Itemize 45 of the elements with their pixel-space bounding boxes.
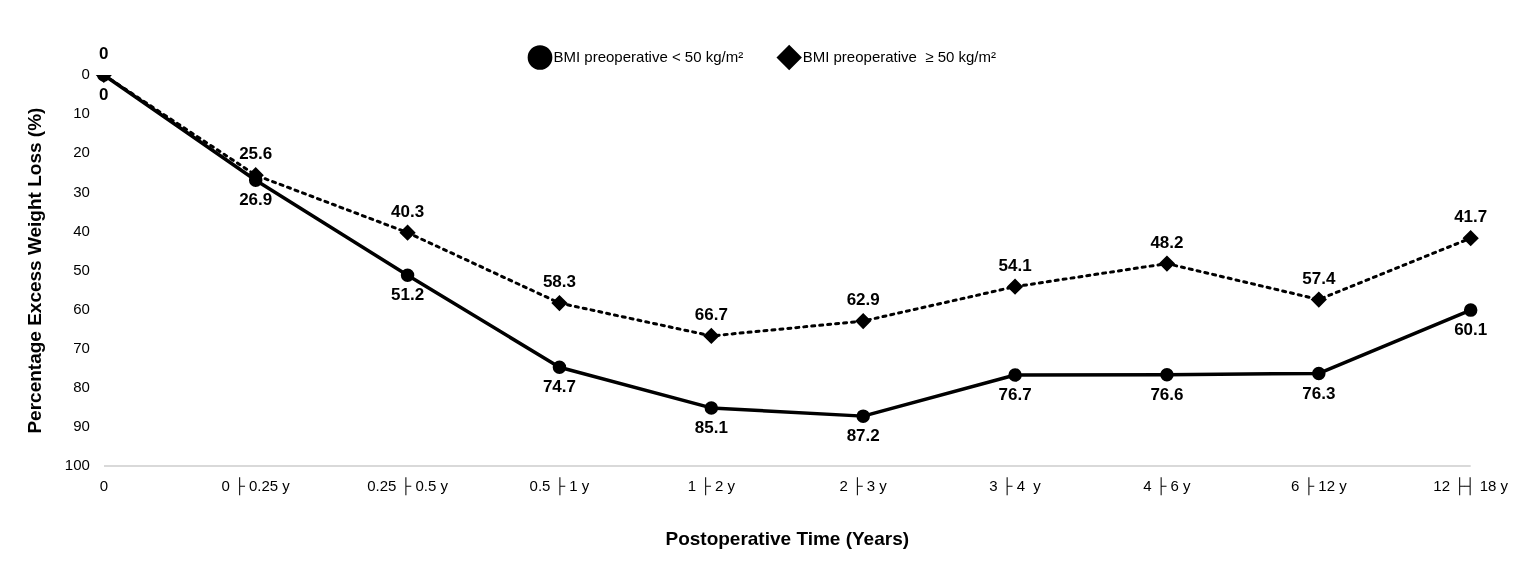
data-label: 76.7 xyxy=(998,385,1032,405)
y-tick-label: 60 xyxy=(73,299,90,317)
y-tick-label: 0 xyxy=(81,65,90,83)
x-tick-label: 4 ├ 6 y xyxy=(1143,477,1192,497)
x-tick-label: 6 ├ 12 y xyxy=(1290,477,1348,497)
data-label: 60.1 xyxy=(1454,320,1488,340)
data-label: 76.6 xyxy=(1150,384,1184,404)
y-tick-label: 100 xyxy=(64,456,90,474)
data-label: 51.2 xyxy=(391,285,425,305)
x-tick-label: 0.25 ├ 0.5 y xyxy=(367,477,449,497)
data-label: 40.3 xyxy=(391,201,425,221)
data-label: 41.7 xyxy=(1454,207,1488,227)
data-label: 54.1 xyxy=(998,255,1032,275)
data-label: 25.6 xyxy=(239,144,273,164)
data-label: 58.3 xyxy=(542,272,576,292)
data-label: 87.2 xyxy=(846,426,880,446)
x-tick-label: 0 ├ 0.25 y xyxy=(221,477,291,497)
data-label: 48.2 xyxy=(1150,232,1184,252)
data-label: 74.7 xyxy=(542,377,576,397)
data-label: 57.4 xyxy=(1302,268,1336,288)
data-label: 85.1 xyxy=(694,418,728,438)
data-label: 0 xyxy=(99,44,109,64)
y-tick-label: 70 xyxy=(73,338,90,356)
x-tick-label: 12 ├┤ 18 y xyxy=(1433,477,1509,497)
data-label: 66.7 xyxy=(694,305,728,325)
data-label: 0 xyxy=(99,85,109,105)
data-label: 62.9 xyxy=(846,290,880,310)
data-label: 26.9 xyxy=(239,190,273,210)
y-tick-label: 30 xyxy=(73,182,90,200)
y-tick-label: 90 xyxy=(73,417,90,435)
legend-label: BMI preoperative ≥ 50 kg/m² xyxy=(802,47,996,65)
x-tick-label: 3 ├ 4 y xyxy=(989,477,1042,497)
data-label: 76.3 xyxy=(1302,383,1336,403)
y-axis-title: Percentage Excess Weight Loss (%) xyxy=(23,107,45,434)
y-tick-label: 40 xyxy=(73,221,90,239)
x-tick-label: 1 ├ 2 y xyxy=(687,477,736,497)
x-tick-label: 0 xyxy=(99,477,108,495)
legend-label: BMI preoperative < 50 kg/m² xyxy=(553,47,744,65)
y-tick-label: 80 xyxy=(73,378,90,396)
y-tick-label: 20 xyxy=(73,143,90,161)
x-tick-label: 2 ├ 3 y xyxy=(839,477,888,497)
y-tick-label: 10 xyxy=(73,104,90,122)
x-axis-title: Postoperative Time (Years) xyxy=(665,527,910,549)
y-tick-label: 50 xyxy=(73,260,90,278)
x-tick-label: 0.5 ├ 1 y xyxy=(529,477,590,497)
